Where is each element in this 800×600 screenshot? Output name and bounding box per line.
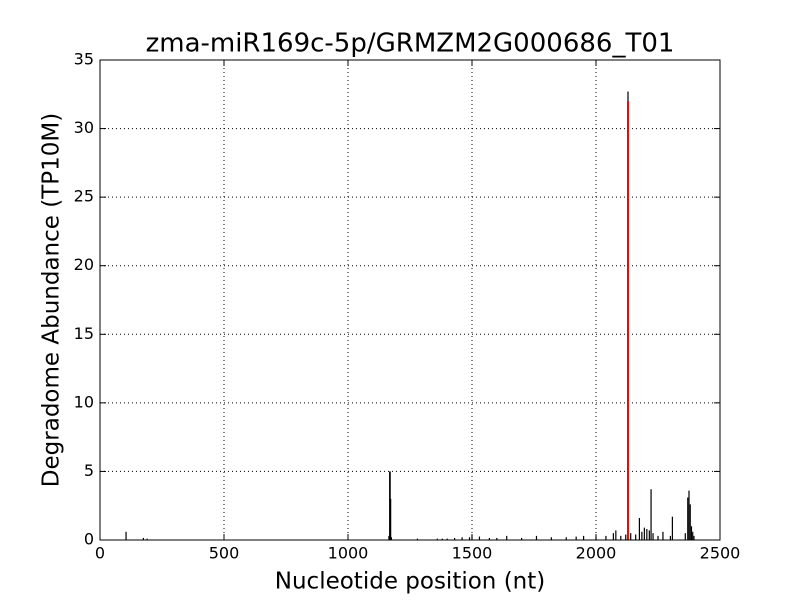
x-tick-label: 0 <box>95 544 105 563</box>
x-tick-label: 1500 <box>452 544 493 563</box>
y-axis-label: Degradome Abundance (TP10M) <box>39 113 65 487</box>
y-tick-label: 0 <box>84 530 94 549</box>
x-tick-label: 2000 <box>576 544 617 563</box>
y-tick-label: 5 <box>84 461 94 480</box>
y-tick-label: 25 <box>74 187 94 206</box>
chart-title: zma-miR169c-5p/GRMZM2G000686_T01 <box>146 29 675 59</box>
x-tick-label: 2500 <box>700 544 741 563</box>
x-tick-label: 500 <box>209 544 240 563</box>
plot-frame <box>99 59 721 541</box>
x-tick-label: 1000 <box>328 544 369 563</box>
y-tick-label: 15 <box>74 324 94 343</box>
x-axis-label: Nucleotide position (nt) <box>275 569 545 595</box>
y-tick-label: 35 <box>74 50 94 69</box>
y-tick-label: 10 <box>74 392 94 411</box>
y-tick-label: 30 <box>74 118 94 137</box>
y-tick-label: 20 <box>74 255 94 274</box>
